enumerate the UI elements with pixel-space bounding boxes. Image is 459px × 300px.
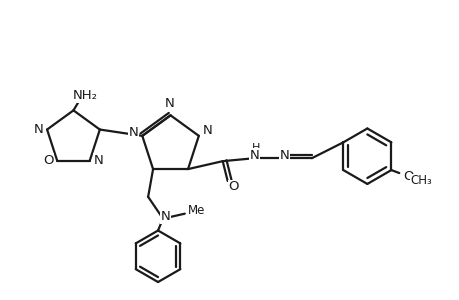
Text: N: N xyxy=(33,123,43,136)
Text: N: N xyxy=(202,124,212,137)
Text: Me: Me xyxy=(188,204,205,217)
Text: O: O xyxy=(402,169,413,182)
Text: N: N xyxy=(164,97,174,110)
Text: N: N xyxy=(94,154,103,167)
Text: CH₃: CH₃ xyxy=(409,175,431,188)
Text: N: N xyxy=(279,149,288,162)
Text: N: N xyxy=(161,210,170,223)
Text: O: O xyxy=(228,180,238,194)
Text: N: N xyxy=(249,149,259,162)
Text: N: N xyxy=(128,126,138,140)
Text: O: O xyxy=(43,154,53,167)
Text: H: H xyxy=(252,143,260,153)
Text: NH₂: NH₂ xyxy=(73,89,98,102)
